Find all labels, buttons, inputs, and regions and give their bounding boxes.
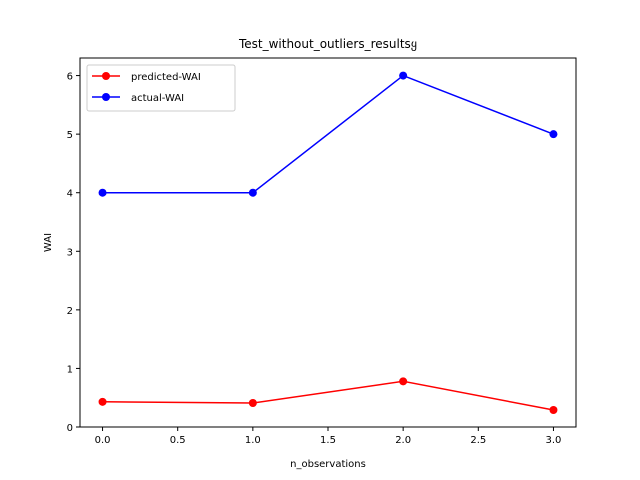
y-tick-label: 6 [67,72,73,83]
legend-marker-actual-wai [102,93,110,101]
chart-title: Test_without_outliers_resultsყ [238,37,417,51]
data-point-actual-wai [549,130,558,139]
data-point-predicted-wai [248,398,257,407]
data-point-actual-wai [98,188,107,197]
y-tick-label: 2 [67,306,73,317]
x-tick-label: 2.0 [395,435,411,446]
y-tick-label: 4 [67,189,73,200]
x-tick-label: 1.0 [245,435,261,446]
x-tick-label: 3.0 [546,435,562,446]
x-tick-label: 0.0 [95,435,111,446]
data-point-actual-wai [399,71,408,80]
data-point-predicted-wai [399,377,408,386]
data-point-predicted-wai [549,406,558,415]
x-axis-label: n_observations [290,459,366,470]
plot-area [98,71,558,415]
y-tick-label: 5 [67,130,73,141]
data-point-actual-wai [248,188,257,197]
legend-box [86,64,236,112]
x-tick-label: 2.5 [470,435,486,446]
legend-label-actual-wai: actual-WAI [131,93,184,104]
series-line-actual-wai [102,74,554,194]
legend: predicted-WAI actual-WAI [86,64,236,112]
y-tick-label: 1 [67,364,73,375]
series-line-predicted-wai [102,380,554,411]
y-tick-label: 3 [67,247,73,258]
y-axis-label: WAI [43,233,54,252]
data-point-predicted-wai [98,397,107,406]
y-tick-label: 0 [67,423,73,434]
legend-label-predicted-wai: predicted-WAI [131,72,201,83]
x-tick-label: 0.5 [170,435,186,446]
axes: 0.0 0.5 1.0 1.5 2.0 2.5 3.0 0 1 2 3 4 5 6 [67,72,562,446]
legend-marker-predicted-wai [102,72,110,80]
x-tick-label: 1.5 [320,435,336,446]
